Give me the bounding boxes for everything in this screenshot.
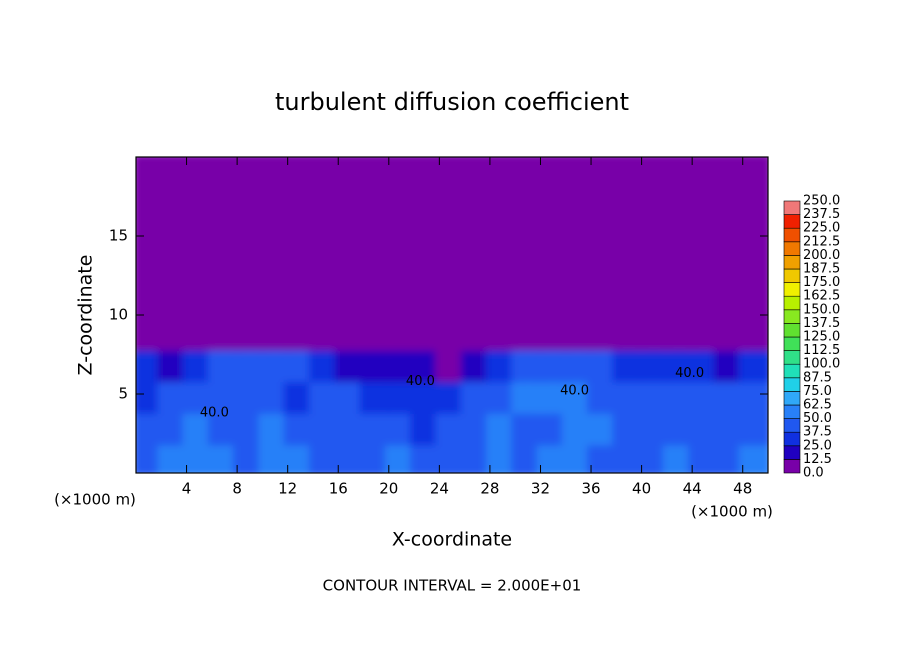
colorbar-label: 212.5 <box>803 234 840 249</box>
colorbar-band <box>783 295 801 311</box>
colorbar-band <box>783 418 801 433</box>
contour-label: 40.0 <box>675 366 704 381</box>
colorbar-label: 37.5 <box>803 425 832 440</box>
colorbar-label: 237.5 <box>803 207 840 222</box>
x-tick-label: 8 <box>232 480 242 498</box>
y-tick-label: 15 <box>109 227 128 245</box>
x-tick-label: 48 <box>733 480 752 498</box>
colorbar-band <box>783 445 801 460</box>
contour-note: CONTOUR INTERVAL = 2.000E+01 <box>323 577 582 595</box>
colorbar-band <box>783 282 801 297</box>
colorbar-band <box>783 377 801 392</box>
y-tick-label: 10 <box>109 306 128 324</box>
y-unit-label: (×1000 m) <box>54 491 136 509</box>
x-tick-label: 12 <box>278 480 297 498</box>
colorbar-band <box>783 241 801 256</box>
x-tick-label: 28 <box>480 480 499 498</box>
colorbar-label: 175.0 <box>803 275 840 290</box>
colorbar-band <box>783 214 801 229</box>
colorbar-label: 75.0 <box>803 384 832 399</box>
colorbar-band <box>783 309 801 324</box>
colorbar-label: 150.0 <box>803 302 840 317</box>
x-tick-label: 40 <box>632 480 651 498</box>
colorbar-band <box>783 323 801 338</box>
x-tick-label: 24 <box>430 480 449 498</box>
colorbar-band <box>783 268 801 283</box>
colorbar-band <box>783 363 801 379</box>
colorbar-band <box>783 350 801 365</box>
y-tick-label: 5 <box>118 385 128 403</box>
colorbar-band <box>783 391 801 406</box>
colorbar-label: 187.5 <box>803 262 840 277</box>
colorbar-label: 25.0 <box>803 438 832 453</box>
colorbar-label: 137.5 <box>803 316 840 331</box>
colorbar-band <box>783 200 801 215</box>
colorbar-label: 200.0 <box>803 248 840 263</box>
colorbar-band <box>783 431 801 447</box>
x-tick-label: 32 <box>531 480 550 498</box>
colorbar-label: 125.0 <box>803 330 840 345</box>
x-tick-label: 16 <box>329 480 348 498</box>
x-tick-label: 44 <box>683 480 702 498</box>
colorbar-label: 62.5 <box>803 398 832 413</box>
colorbar-label: 100.0 <box>803 357 840 372</box>
colorbar-label: 225.0 <box>803 221 840 236</box>
field <box>136 157 768 473</box>
colorbar-label: 250.0 <box>803 194 840 209</box>
colorbar-band <box>783 459 801 474</box>
x-tick-label: 4 <box>182 480 192 498</box>
colorbar-label: 162.5 <box>803 289 840 304</box>
chart-title: turbulent diffusion coefficient <box>275 88 629 116</box>
colorbar-band <box>783 227 801 243</box>
x-tick-label: 36 <box>581 480 600 498</box>
cell <box>738 157 768 193</box>
colorbar-band <box>783 336 801 351</box>
x-unit-label: (×1000 m) <box>691 503 773 521</box>
colorbar-label: 50.0 <box>803 411 832 426</box>
colorbar-label: 87.5 <box>803 370 832 385</box>
colorbar-label: 12.5 <box>803 452 832 467</box>
contour-label: 40.0 <box>406 374 435 389</box>
x-axis-label: X-coordinate <box>392 529 512 551</box>
colorbar-band <box>783 255 801 270</box>
contour-label: 40.0 <box>200 405 229 420</box>
x-tick-label: 20 <box>379 480 398 498</box>
colorbar-band <box>783 404 801 419</box>
colorbar-label: 112.5 <box>803 343 840 358</box>
contour-label: 40.0 <box>560 383 589 398</box>
y-axis-label: Z-coordinate <box>75 255 97 376</box>
colorbar-label: 0.0 <box>803 466 824 481</box>
